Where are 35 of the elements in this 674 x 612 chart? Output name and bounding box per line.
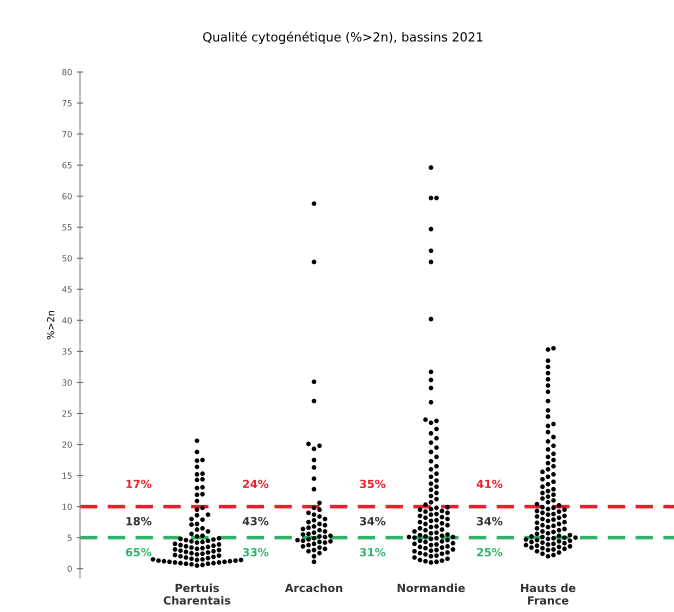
y-tick-label: 45 bbox=[62, 286, 72, 293]
x-tick-label: Arcachon bbox=[284, 584, 342, 592]
annotation: 17% bbox=[126, 480, 152, 488]
y-tick-label: 35 bbox=[62, 348, 72, 355]
y-tick-label: 55 bbox=[62, 224, 72, 230]
y-tick-label: 25 bbox=[62, 410, 72, 417]
y-tick-label: 0 bbox=[68, 566, 72, 572]
y-tick-label: 70 bbox=[62, 131, 72, 138]
annotation: 43% bbox=[242, 516, 268, 526]
y-tick-label: 75 bbox=[62, 100, 72, 106]
annotation: 25% bbox=[477, 548, 502, 556]
annotation: 33% bbox=[242, 548, 268, 556]
x-tick-label: Normandie bbox=[398, 584, 465, 592]
annotation: 34% bbox=[360, 516, 386, 526]
annotation: 18% bbox=[126, 516, 152, 526]
x-tick-label: Pertuis Charentais bbox=[164, 584, 230, 605]
y-tick-label: 65 bbox=[62, 162, 72, 168]
y-tick-label: 60 bbox=[62, 193, 72, 200]
y-tick-label: 50 bbox=[62, 255, 72, 262]
annotation: 34% bbox=[476, 516, 502, 526]
x-tick-label: Hauts de France bbox=[521, 584, 576, 605]
annotation: 65% bbox=[126, 548, 152, 556]
y-tick-label: 40 bbox=[62, 317, 72, 324]
y-tick-label: 5 bbox=[68, 534, 72, 541]
y-tick-label: 20 bbox=[62, 441, 72, 448]
chart-title: Qualité cytogénétique (%>2n), bassins 2021 bbox=[203, 31, 482, 44]
annotation: 35% bbox=[360, 480, 386, 488]
y-tick-label: 10 bbox=[62, 504, 72, 510]
y-tick-label: 15 bbox=[62, 472, 72, 479]
y-tick-label: 80 bbox=[62, 68, 72, 76]
annotation: 31% bbox=[360, 548, 386, 556]
annotation: 41% bbox=[476, 480, 502, 488]
y-tick-label: 30 bbox=[62, 379, 72, 386]
y-axis-title: %>2n bbox=[46, 310, 54, 340]
annotation: 24% bbox=[243, 480, 268, 488]
